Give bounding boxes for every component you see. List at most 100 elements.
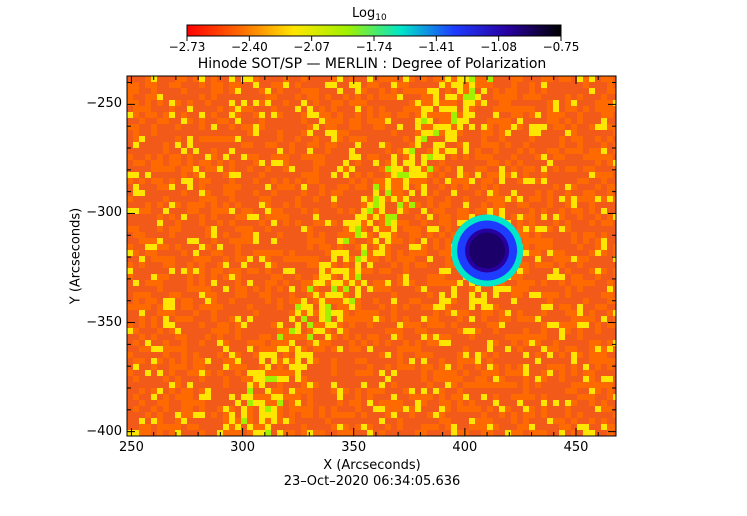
map-cell	[247, 406, 253, 412]
map-cell	[181, 148, 187, 154]
map-cell	[445, 370, 451, 376]
map-cell	[337, 304, 343, 310]
map-cell	[265, 412, 271, 418]
map-cell	[127, 196, 133, 202]
map-cell	[133, 292, 139, 298]
map-cell	[145, 280, 151, 286]
map-cell	[259, 292, 265, 298]
map-cell	[595, 100, 601, 106]
map-cell	[223, 322, 229, 328]
map-cell	[337, 388, 343, 394]
map-cell	[157, 160, 163, 166]
map-cell	[217, 118, 223, 124]
map-cell	[301, 376, 307, 382]
map-cell	[241, 238, 247, 244]
map-cell	[391, 196, 397, 202]
map-cell	[175, 334, 181, 340]
map-cell	[175, 100, 181, 106]
map-cell	[337, 412, 343, 418]
map-cell	[169, 328, 175, 334]
map-cell	[463, 370, 469, 376]
map-cell	[163, 340, 169, 346]
map-cell	[457, 142, 463, 148]
map-cell	[349, 400, 355, 406]
map-cell	[439, 82, 445, 88]
map-cell	[187, 160, 193, 166]
map-cell	[361, 208, 367, 214]
map-cell	[289, 256, 295, 262]
map-cell	[385, 280, 391, 286]
map-cell	[409, 322, 415, 328]
map-cell	[457, 220, 463, 226]
map-cell	[403, 76, 409, 82]
map-cell	[397, 196, 403, 202]
map-cell	[133, 112, 139, 118]
map-cell	[343, 316, 349, 322]
map-cell	[511, 292, 517, 298]
map-cell	[433, 178, 439, 184]
map-cell	[499, 214, 505, 220]
map-cell	[373, 310, 379, 316]
map-cell	[223, 412, 229, 418]
features-layer	[451, 214, 524, 287]
map-cell	[535, 196, 541, 202]
map-cell	[439, 364, 445, 370]
map-cell	[223, 232, 229, 238]
map-cell	[265, 166, 271, 172]
map-cell	[301, 256, 307, 262]
map-cell	[433, 424, 439, 430]
map-cell	[421, 166, 427, 172]
map-cell	[145, 340, 151, 346]
map-cell	[169, 346, 175, 352]
map-cell	[373, 190, 379, 196]
map-cell	[211, 250, 217, 256]
map-cell	[397, 406, 403, 412]
map-cell	[217, 406, 223, 412]
map-cell	[379, 166, 385, 172]
map-cell	[133, 208, 139, 214]
map-cell	[199, 322, 205, 328]
map-cell	[235, 370, 241, 376]
map-cell	[613, 412, 616, 418]
map-cell	[415, 142, 421, 148]
map-cell	[259, 400, 265, 406]
map-cell	[583, 76, 589, 82]
map-cell	[133, 226, 139, 232]
map-cell	[235, 184, 241, 190]
map-cell	[325, 82, 331, 88]
map-cell	[229, 268, 235, 274]
map-cell	[499, 286, 505, 292]
map-cell	[223, 136, 229, 142]
map-cell	[211, 166, 217, 172]
map-cell	[325, 322, 331, 328]
map-cell	[127, 208, 133, 214]
map-cell	[283, 202, 289, 208]
map-cell	[289, 298, 295, 304]
map-cell	[343, 250, 349, 256]
map-cell	[439, 154, 445, 160]
map-cell	[253, 400, 259, 406]
map-cell	[223, 406, 229, 412]
map-cell	[295, 274, 301, 280]
map-cell	[505, 172, 511, 178]
map-cell	[403, 304, 409, 310]
map-cell	[469, 328, 475, 334]
map-cell	[133, 358, 139, 364]
map-cell	[343, 262, 349, 268]
map-cell	[349, 274, 355, 280]
map-cell	[541, 280, 547, 286]
map-cell	[385, 424, 391, 430]
map-cell	[481, 136, 487, 142]
map-cell	[271, 238, 277, 244]
map-cell	[259, 352, 265, 358]
map-cell	[307, 304, 313, 310]
map-cell	[445, 418, 451, 424]
map-cell	[541, 178, 547, 184]
map-cell	[379, 304, 385, 310]
map-cell	[349, 412, 355, 418]
map-cell	[391, 334, 397, 340]
map-cell	[385, 160, 391, 166]
map-cell	[331, 172, 337, 178]
map-cell	[313, 94, 319, 100]
map-cell	[607, 100, 613, 106]
